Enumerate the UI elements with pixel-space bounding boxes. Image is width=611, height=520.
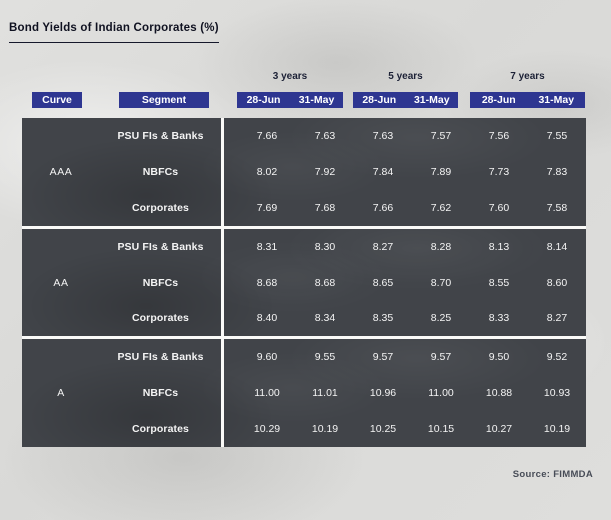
date-header-31may: 31-May xyxy=(298,94,335,106)
segment-label: Corporates xyxy=(131,423,189,436)
yield-value: 9.60 xyxy=(256,351,278,364)
yield-value: 10.93 xyxy=(543,387,571,400)
date-header-28jun: 28-Jun xyxy=(246,94,281,106)
page-title-block: Bond Yields of Indian Corporates (%) xyxy=(9,18,219,43)
yield-value: 7.83 xyxy=(546,165,568,178)
column-divider xyxy=(221,118,224,226)
date-header-31may: 31-May xyxy=(538,94,575,106)
yield-value: 8.13 xyxy=(488,240,510,253)
yield-value: 7.66 xyxy=(256,129,278,142)
column-divider xyxy=(221,339,224,448)
date-header-bar-7y: 28-Jun 31-May xyxy=(470,92,585,108)
section-divider xyxy=(22,225,586,229)
source-attribution: Source: FIMMDA xyxy=(512,469,593,480)
yield-value: 7.63 xyxy=(314,129,336,142)
yield-value: 7.68 xyxy=(314,201,336,214)
segment-column-header: Segment xyxy=(119,92,209,108)
yield-value: 10.15 xyxy=(427,423,455,436)
yield-value: 8.27 xyxy=(372,240,394,253)
yield-value: 7.73 xyxy=(488,165,510,178)
yield-value: 8.68 xyxy=(256,276,278,289)
date-header-31may: 31-May xyxy=(413,94,450,106)
yield-value: 11.00 xyxy=(254,387,280,400)
yield-value: 8.65 xyxy=(372,276,394,289)
yield-value: 7.56 xyxy=(488,129,510,142)
yield-value: 10.27 xyxy=(485,423,513,436)
yield-value: 7.60 xyxy=(488,201,510,214)
date-header-28jun: 28-Jun xyxy=(481,94,516,106)
yield-value: 10.29 xyxy=(253,423,281,436)
yield-value: 7.58 xyxy=(546,201,568,214)
yield-value: 11.00 xyxy=(428,387,454,400)
yield-value: 9.50 xyxy=(488,351,510,364)
yield-value: 7.84 xyxy=(372,165,394,178)
yield-value: 8.60 xyxy=(546,276,568,289)
yield-value: 8.40 xyxy=(256,312,278,325)
segment-label: Corporates xyxy=(131,312,189,325)
segment-label: NBFCs xyxy=(142,276,179,289)
yield-value: 8.34 xyxy=(314,312,336,325)
year-group-7y: 7 years xyxy=(510,71,545,82)
rating-section-aa: AA PSU FIs & Banks 8.31 8.30 8.27 8.28 8… xyxy=(22,228,586,337)
yield-value: 7.55 xyxy=(546,129,568,142)
yield-value: 8.28 xyxy=(430,240,452,253)
curve-label: AA xyxy=(53,276,69,289)
yield-value: 10.96 xyxy=(369,387,397,400)
yield-value: 7.62 xyxy=(430,201,452,214)
segment-label: Corporates xyxy=(131,201,189,214)
yield-value: 7.92 xyxy=(314,165,336,178)
yield-value: 10.19 xyxy=(311,423,339,436)
yield-value: 7.89 xyxy=(430,165,452,178)
date-header-bar-5y: 28-Jun 31-May xyxy=(353,92,458,108)
yield-value: 10.88 xyxy=(485,387,513,400)
yield-value: 9.57 xyxy=(430,351,452,364)
yield-value: 8.14 xyxy=(546,240,568,253)
year-group-5y: 5 years xyxy=(388,71,423,82)
yield-value: 9.57 xyxy=(372,351,394,364)
yield-value: 8.25 xyxy=(430,312,452,325)
segment-label: NBFCs xyxy=(142,387,179,400)
date-header-bar-3y: 28-Jun 31-May xyxy=(237,92,343,108)
rating-section-a: A PSU FIs & Banks 9.60 9.55 9.57 9.57 9.… xyxy=(22,339,586,448)
yield-value: 8.68 xyxy=(314,276,336,289)
bond-yields-table: AAA PSU FIs & Banks 7.66 7.63 7.63 7.57 … xyxy=(22,118,586,448)
segment-label: PSU FIs & Banks xyxy=(117,351,204,364)
column-divider xyxy=(221,228,224,337)
segment-label: PSU FIs & Banks xyxy=(117,129,204,142)
date-header-28jun: 28-Jun xyxy=(362,94,397,106)
yield-value: 8.55 xyxy=(488,276,510,289)
yield-value: 8.31 xyxy=(256,240,278,253)
yield-value: 7.57 xyxy=(430,129,452,142)
yield-value: 7.69 xyxy=(256,201,278,214)
year-group-3y: 3 years xyxy=(272,71,308,82)
rating-section-aaa: AAA PSU FIs & Banks 7.66 7.63 7.63 7.57 … xyxy=(22,118,586,226)
section-divider xyxy=(22,336,586,340)
yield-value: 7.63 xyxy=(372,129,394,142)
curve-label: A xyxy=(57,387,65,400)
yield-value: 10.25 xyxy=(369,423,397,436)
yield-value: 7.66 xyxy=(372,201,394,214)
curve-column-header: Curve xyxy=(32,92,82,108)
yield-value: 8.30 xyxy=(314,240,336,253)
segment-label: NBFCs xyxy=(142,165,179,178)
page-title: Bond Yields of Indian Corporates (%) xyxy=(9,22,219,43)
yield-value: 8.02 xyxy=(256,165,278,178)
yield-value: 11.01 xyxy=(312,387,338,400)
yield-value: 8.70 xyxy=(430,276,452,289)
segment-label: PSU FIs & Banks xyxy=(117,240,204,253)
yield-value: 8.27 xyxy=(546,312,568,325)
yield-value: 9.55 xyxy=(314,351,336,364)
curve-label: AAA xyxy=(49,165,73,178)
yield-value: 9.52 xyxy=(546,351,568,364)
yield-value: 8.33 xyxy=(488,312,510,325)
yield-value: 8.35 xyxy=(372,312,394,325)
yield-value: 10.19 xyxy=(543,423,571,436)
